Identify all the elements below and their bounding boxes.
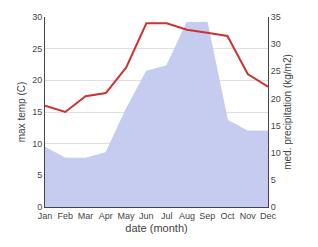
svg-text:Aug: Aug — [179, 211, 195, 221]
svg-text:30: 30 — [271, 39, 281, 49]
svg-text:10: 10 — [271, 148, 281, 158]
svg-text:Oct: Oct — [220, 211, 235, 221]
svg-text:Mar: Mar — [78, 211, 94, 221]
svg-text:0: 0 — [271, 202, 276, 212]
svg-text:25: 25 — [32, 44, 42, 54]
svg-text:Jun: Jun — [139, 211, 154, 221]
svg-text:date (month): date (month) — [125, 222, 187, 234]
svg-text:30: 30 — [32, 12, 42, 22]
svg-text:15: 15 — [271, 121, 281, 131]
svg-text:35: 35 — [271, 12, 281, 22]
svg-text:20: 20 — [271, 94, 281, 104]
svg-text:Sep: Sep — [199, 211, 215, 221]
svg-text:15: 15 — [32, 107, 42, 117]
svg-text:max temp (C): max temp (C) — [16, 82, 27, 143]
svg-text:Apr: Apr — [99, 211, 113, 221]
svg-text:25: 25 — [271, 66, 281, 76]
svg-text:0: 0 — [37, 202, 42, 212]
svg-text:Nov: Nov — [240, 211, 257, 221]
svg-text:May: May — [118, 211, 136, 221]
svg-text:Dec: Dec — [260, 211, 277, 221]
svg-text:med. precipitation (kg/m2): med. precipitation (kg/m2) — [282, 54, 293, 170]
svg-text:20: 20 — [32, 75, 42, 85]
svg-text:Jul: Jul — [161, 211, 173, 221]
svg-text:5: 5 — [37, 170, 42, 180]
svg-text:Jan: Jan — [38, 211, 53, 221]
svg-text:10: 10 — [32, 139, 42, 149]
svg-text:5: 5 — [271, 175, 276, 185]
svg-text:Feb: Feb — [58, 211, 74, 221]
